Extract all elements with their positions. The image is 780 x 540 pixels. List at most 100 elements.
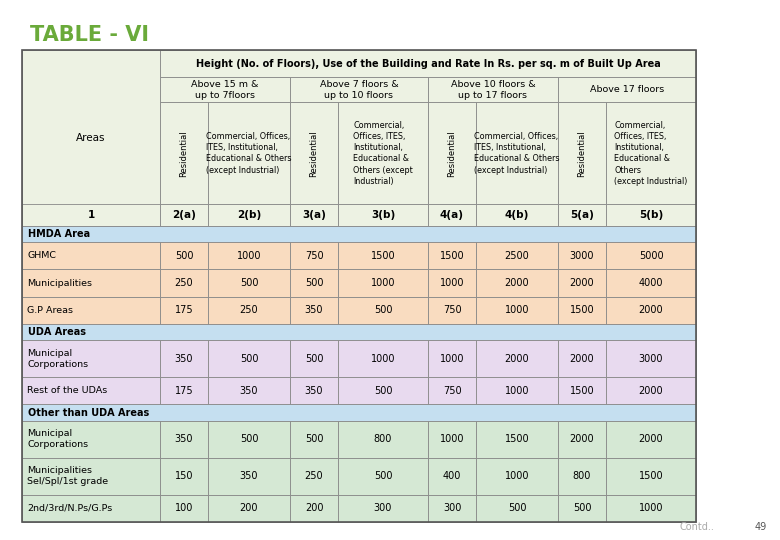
Text: 500: 500 <box>305 435 323 444</box>
Bar <box>428 269 476 296</box>
Text: 3(a): 3(a) <box>302 210 326 220</box>
Text: 175: 175 <box>175 386 193 396</box>
Text: 1000: 1000 <box>440 354 464 364</box>
Text: Other than UDA Areas: Other than UDA Areas <box>28 408 149 418</box>
Text: 1500: 1500 <box>440 251 464 261</box>
Text: Municipalities
Sel/Spl/1st grade: Municipalities Sel/Spl/1st grade <box>27 467 108 487</box>
Text: 3000: 3000 <box>569 251 594 261</box>
Text: Above 15 m &
up to 7floors: Above 15 m & up to 7floors <box>191 80 259 100</box>
Bar <box>338 242 428 269</box>
Text: 750: 750 <box>305 251 324 261</box>
Text: 1500: 1500 <box>569 386 594 396</box>
Text: 250: 250 <box>175 278 193 288</box>
Bar <box>22 226 696 242</box>
Bar <box>160 296 208 324</box>
Bar <box>558 421 606 458</box>
Bar <box>208 421 290 458</box>
Text: 1500: 1500 <box>505 435 530 444</box>
Text: 2(a): 2(a) <box>172 210 196 220</box>
Text: 1: 1 <box>87 210 94 220</box>
Bar <box>160 421 208 458</box>
Bar <box>290 77 428 103</box>
Bar <box>160 458 208 495</box>
Text: 2000: 2000 <box>639 386 663 396</box>
Bar <box>22 242 160 269</box>
Bar <box>558 77 696 103</box>
Bar <box>606 377 696 404</box>
Text: 350: 350 <box>305 386 323 396</box>
Bar <box>160 377 208 404</box>
Bar <box>476 377 558 404</box>
Bar <box>476 421 558 458</box>
Bar <box>476 458 558 495</box>
Text: 1000: 1000 <box>370 354 395 364</box>
Bar <box>290 421 338 458</box>
Text: 500: 500 <box>239 354 258 364</box>
Bar <box>606 421 696 458</box>
Bar <box>290 103 338 205</box>
Bar <box>22 50 160 226</box>
Text: 5(b): 5(b) <box>639 210 663 220</box>
Text: 2000: 2000 <box>569 435 594 444</box>
Bar <box>338 269 428 296</box>
Bar <box>22 458 160 495</box>
Bar <box>476 103 558 205</box>
Text: 250: 250 <box>305 471 324 481</box>
Bar <box>476 205 558 226</box>
Bar <box>558 495 606 522</box>
Text: HMDA Area: HMDA Area <box>28 229 90 239</box>
Text: Areas: Areas <box>76 133 106 143</box>
Text: Residential: Residential <box>310 130 318 177</box>
Bar <box>290 242 338 269</box>
Text: 500: 500 <box>374 305 392 315</box>
Text: 1000: 1000 <box>505 386 530 396</box>
Bar <box>606 269 696 296</box>
Bar <box>606 296 696 324</box>
Text: 3(b): 3(b) <box>370 210 395 220</box>
Text: 500: 500 <box>305 354 323 364</box>
Text: 2000: 2000 <box>505 278 530 288</box>
Bar <box>558 205 606 226</box>
Bar <box>160 77 290 103</box>
Text: 500: 500 <box>175 251 193 261</box>
Text: 100: 100 <box>175 503 193 514</box>
Text: Commercial,
Offices, ITES,
Institutional,
Educational &
Others (except
Industria: Commercial, Offices, ITES, Institutional… <box>353 121 413 186</box>
Bar <box>208 458 290 495</box>
Text: 300: 300 <box>374 503 392 514</box>
Text: 1000: 1000 <box>237 251 261 261</box>
Text: 1500: 1500 <box>370 251 395 261</box>
Bar <box>428 495 476 522</box>
Bar <box>338 103 428 205</box>
Text: GHMC: GHMC <box>27 252 56 260</box>
Text: 1500: 1500 <box>639 471 663 481</box>
Bar <box>476 340 558 377</box>
Bar <box>208 103 290 205</box>
Text: 1000: 1000 <box>440 278 464 288</box>
Bar <box>338 421 428 458</box>
Text: 200: 200 <box>239 503 258 514</box>
Text: 2000: 2000 <box>505 354 530 364</box>
Bar <box>558 269 606 296</box>
Text: 4(b): 4(b) <box>505 210 529 220</box>
Bar <box>606 495 696 522</box>
Text: 2(b): 2(b) <box>237 210 261 220</box>
Text: 2000: 2000 <box>569 278 594 288</box>
Bar <box>558 458 606 495</box>
Text: 1000: 1000 <box>370 278 395 288</box>
Bar <box>428 458 476 495</box>
Text: 750: 750 <box>443 305 461 315</box>
Bar <box>160 50 696 77</box>
Text: Residential: Residential <box>179 130 189 177</box>
Bar <box>290 377 338 404</box>
Bar <box>208 377 290 404</box>
Bar <box>160 103 208 205</box>
Bar <box>338 296 428 324</box>
Bar <box>606 242 696 269</box>
Text: 350: 350 <box>175 435 193 444</box>
Bar <box>22 324 696 340</box>
Bar <box>22 404 696 421</box>
Text: G.P Areas: G.P Areas <box>27 306 73 315</box>
Bar <box>208 296 290 324</box>
Text: 4(a): 4(a) <box>440 210 464 220</box>
Text: 5(a): 5(a) <box>570 210 594 220</box>
